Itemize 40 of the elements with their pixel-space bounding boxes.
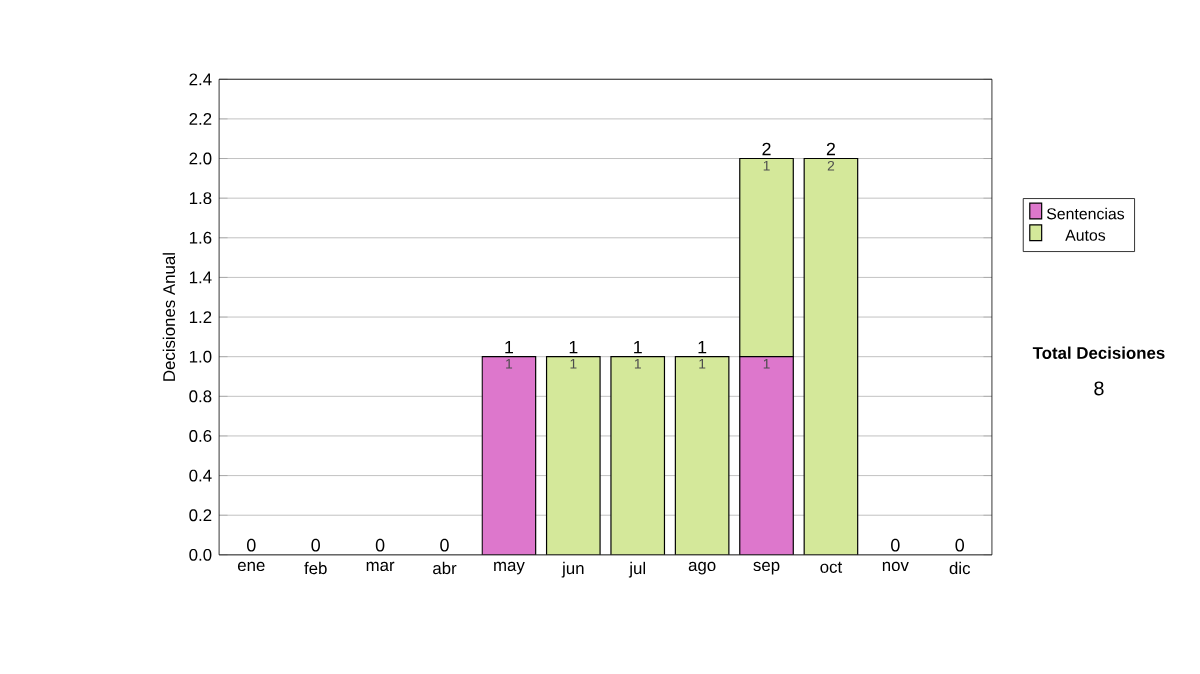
total-label: 0 <box>955 538 964 552</box>
text: 8 <box>1094 381 1104 396</box>
y-tick-label: 1.8 <box>189 192 212 205</box>
total-label: 0 <box>375 538 385 552</box>
y-tick-label: 0.2 <box>189 509 212 522</box>
total-label: 0 <box>247 538 256 552</box>
x-tick-label: ene <box>237 561 265 572</box>
y-tick-label: 1.4 <box>189 271 212 284</box>
y-tick-label: 0.6 <box>189 430 212 443</box>
x-tick-label: dic <box>949 561 971 575</box>
total-label: 2 <box>762 142 771 156</box>
total-label: 1 <box>634 341 642 354</box>
total-label: 0 <box>311 538 320 552</box>
x-tick-label: jun <box>561 561 584 578</box>
y-tick-label: 2.2 <box>189 113 212 125</box>
x-tick-label: may <box>494 561 525 575</box>
y-tick-label: 1.6 <box>189 231 212 244</box>
y-tick-label: 0.4 <box>189 469 212 482</box>
x-tick-label: sep <box>753 561 780 575</box>
y-tick-label: 2.4 <box>189 73 212 86</box>
text: Total Decisiones <box>1032 346 1165 360</box>
y-tick-label: 1.0 <box>189 350 212 363</box>
total-label: 1 <box>569 341 578 354</box>
x-tick-label: mar <box>366 561 395 572</box>
y-tick-label: 0.0 <box>189 549 212 561</box>
total-label: 0 <box>440 538 449 552</box>
total-label: 2 <box>826 142 835 156</box>
y-tick-label: 1.2 <box>189 311 212 324</box>
total-label: 0 <box>891 538 900 552</box>
total-label: 1 <box>698 341 707 354</box>
total-label: 1 <box>505 341 513 354</box>
y-tick-label: 0.8 <box>189 390 212 403</box>
x-tick-label: nov <box>882 561 909 572</box>
y-tick-label: 2.0 <box>189 152 212 165</box>
x-tick-label: ago <box>688 561 716 575</box>
x-tick-label: jul <box>628 561 646 578</box>
x-tick-label: abr <box>433 561 457 575</box>
y-axis-title: Decisiones Anual <box>162 253 176 381</box>
x-tick-label: feb <box>304 561 327 575</box>
x-tick-label: oct <box>820 561 843 574</box>
